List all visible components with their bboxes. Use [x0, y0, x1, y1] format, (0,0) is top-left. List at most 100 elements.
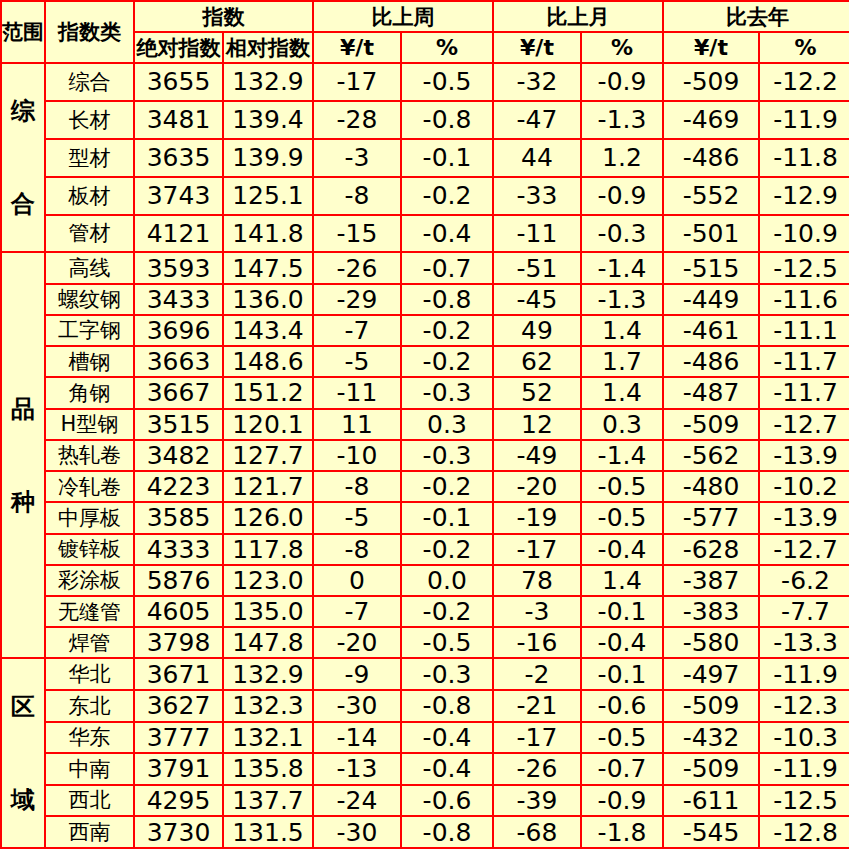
month-percent-cell: -1.3 — [581, 284, 663, 315]
row-label: 西南 — [45, 816, 134, 848]
year-yuan-cell: -509 — [663, 409, 759, 440]
absolute-index-cell: 3663 — [134, 346, 223, 377]
year-yuan-cell: -486 — [663, 139, 759, 177]
week-yuan-cell: -7 — [313, 315, 401, 346]
month-yuan-cell: -16 — [493, 627, 581, 658]
year-yuan-cell: -486 — [663, 346, 759, 377]
week-yuan-cell: -17 — [313, 63, 401, 101]
month-percent-cell: 1.4 — [581, 315, 663, 346]
table-row: 西南3730131.5-30-0.8-68-1.8-545-12.8 — [1, 816, 849, 848]
row-label: 华北 — [45, 658, 134, 690]
week-yuan-cell: -9 — [313, 658, 401, 690]
month-yuan-cell: -3 — [493, 596, 581, 627]
month-percent-cell: 1.4 — [581, 565, 663, 596]
row-label: 型材 — [45, 139, 134, 177]
relative-index-subheader: 相对指数 — [223, 32, 313, 63]
group-label-char: 合 — [11, 158, 35, 251]
month-yuan-cell: -39 — [493, 785, 581, 817]
absolute-index-cell: 3515 — [134, 409, 223, 440]
table-row: 长材3481139.4-28-0.8-47-1.3-469-11.9 — [1, 101, 849, 139]
group-label-char: 品 — [11, 362, 35, 455]
row-label: 长材 — [45, 101, 134, 139]
month-percent-cell: -0.1 — [581, 658, 663, 690]
header-row-1: 范围 指数类 指数 比上周 比上月 比去年 — [1, 1, 849, 32]
year-yuan-cell: -515 — [663, 252, 759, 283]
year-percent-cell: -12.5 — [759, 785, 849, 817]
month-yuan-cell: -51 — [493, 252, 581, 283]
absolute-index-cell: 4121 — [134, 215, 223, 253]
month-percent-subheader: % — [581, 32, 663, 63]
relative-index-cell: 143.4 — [223, 315, 313, 346]
vs-last-week-header: 比上周 — [313, 1, 493, 32]
absolute-index-cell: 3593 — [134, 252, 223, 283]
row-label: 西北 — [45, 785, 134, 817]
week-percent-cell: -0.8 — [401, 101, 493, 139]
year-yuan-cell: -580 — [663, 627, 759, 658]
relative-index-cell: 151.2 — [223, 377, 313, 408]
relative-index-cell: 136.0 — [223, 284, 313, 315]
year-yuan-cell: -611 — [663, 785, 759, 817]
month-yuan-cell: -21 — [493, 690, 581, 722]
week-percent-cell: -0.4 — [401, 722, 493, 754]
month-percent-cell: 0.3 — [581, 409, 663, 440]
week-percent-cell: -0.1 — [401, 139, 493, 177]
month-yuan-cell: -11 — [493, 215, 581, 253]
relative-index-cell: 132.9 — [223, 63, 313, 101]
group-label-region: 区域 — [1, 658, 45, 848]
week-yuan-cell: -8 — [313, 471, 401, 502]
year-percent-cell: -11.1 — [759, 315, 849, 346]
year-yuan-cell: -469 — [663, 101, 759, 139]
month-percent-cell: 1.4 — [581, 377, 663, 408]
row-label: 板材 — [45, 177, 134, 215]
week-yuan-cell: -30 — [313, 690, 401, 722]
week-percent-cell: -0.3 — [401, 658, 493, 690]
absolute-index-cell: 3696 — [134, 315, 223, 346]
month-percent-cell: -0.5 — [581, 502, 663, 533]
index-group-header: 指数 — [134, 1, 313, 32]
year-percent-cell: -10.9 — [759, 215, 849, 253]
relative-index-cell: 117.8 — [223, 534, 313, 565]
table-row: 螺纹钢3433136.0-29-0.8-45-1.3-449-11.6 — [1, 284, 849, 315]
absolute-index-cell: 3482 — [134, 440, 223, 471]
table-row: 无缝管4605135.0-7-0.2-3-0.1-383-7.7 — [1, 596, 849, 627]
absolute-index-cell: 3730 — [134, 816, 223, 848]
table-row: 角钢3667151.2-11-0.3521.4-487-11.7 — [1, 377, 849, 408]
absolute-index-cell: 3481 — [134, 101, 223, 139]
absolute-index-cell: 3777 — [134, 722, 223, 754]
table-row: H型钢3515120.1110.3120.3-509-12.7 — [1, 409, 849, 440]
relative-index-cell: 141.8 — [223, 215, 313, 253]
absolute-index-cell: 3585 — [134, 502, 223, 533]
month-percent-cell: -0.5 — [581, 471, 663, 502]
week-yuan-cell: -13 — [313, 753, 401, 785]
relative-index-cell: 121.7 — [223, 471, 313, 502]
year-percent-subheader: % — [759, 32, 849, 63]
week-percent-cell: 0.0 — [401, 565, 493, 596]
table-row: 品种高线3593147.5-26-0.7-51-1.4-515-12.5 — [1, 252, 849, 283]
month-percent-cell: -1.8 — [581, 816, 663, 848]
week-yuan-cell: -7 — [313, 596, 401, 627]
year-yuan-cell: -509 — [663, 63, 759, 101]
week-percent-cell: -0.2 — [401, 346, 493, 377]
week-yuan-cell: -14 — [313, 722, 401, 754]
year-percent-cell: -11.6 — [759, 284, 849, 315]
month-percent-cell: -1.4 — [581, 440, 663, 471]
month-percent-cell: -0.9 — [581, 785, 663, 817]
week-yuan-cell: -20 — [313, 627, 401, 658]
relative-index-cell: 135.0 — [223, 596, 313, 627]
week-yuan-cell: -3 — [313, 139, 401, 177]
month-yuan-cell: -47 — [493, 101, 581, 139]
group-label-char: 综 — [11, 65, 35, 158]
group-label-char: 域 — [11, 753, 35, 846]
year-yuan-cell: -383 — [663, 596, 759, 627]
month-percent-cell: -0.7 — [581, 753, 663, 785]
table-row: 西北4295137.7-24-0.6-39-0.9-611-12.5 — [1, 785, 849, 817]
relative-index-cell: 139.9 — [223, 139, 313, 177]
year-yuan-cell: -449 — [663, 284, 759, 315]
month-percent-cell: -0.3 — [581, 215, 663, 253]
table-row: 槽钢3663148.6-5-0.2621.7-486-11.7 — [1, 346, 849, 377]
week-yuan-cell: -29 — [313, 284, 401, 315]
week-percent-cell: -0.3 — [401, 377, 493, 408]
week-percent-cell: -0.2 — [401, 315, 493, 346]
absolute-index-cell: 4223 — [134, 471, 223, 502]
relative-index-cell: 127.7 — [223, 440, 313, 471]
